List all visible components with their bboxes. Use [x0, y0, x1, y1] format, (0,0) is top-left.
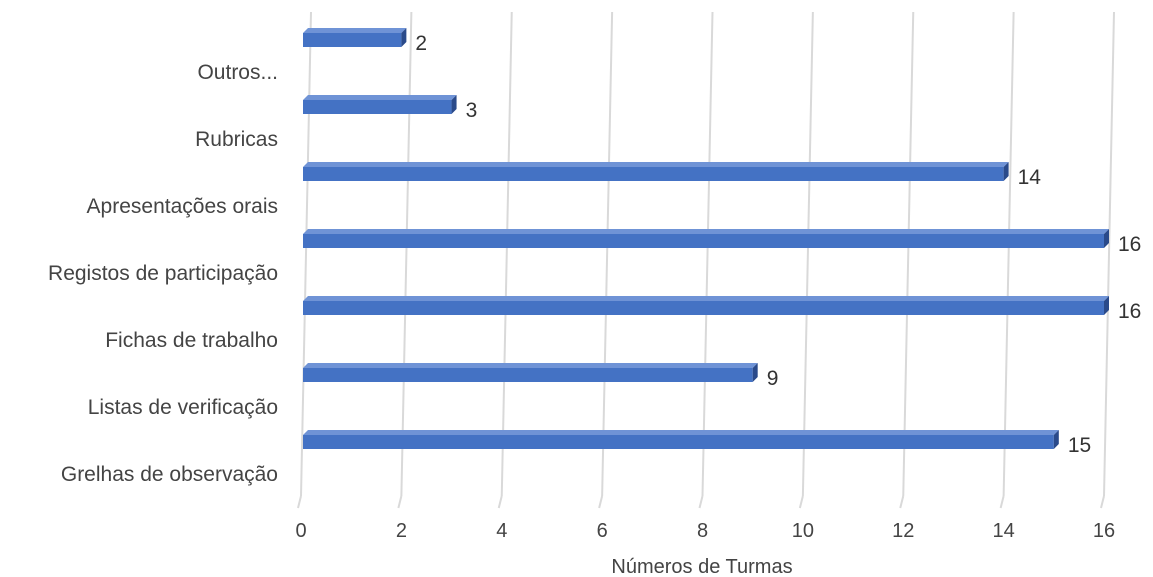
gridline-foot-1 [397, 495, 403, 509]
bar-top-face [303, 430, 1059, 435]
gridline-6 [902, 11, 915, 497]
x-tick-label: 2 [396, 520, 407, 542]
data-label: 15 [1068, 434, 1091, 457]
data-label: 2 [415, 32, 427, 55]
gridline-5 [801, 11, 814, 497]
bar [303, 435, 1054, 449]
bar-top-face [303, 95, 457, 100]
bar [303, 234, 1104, 248]
x-tick-label: 6 [597, 520, 608, 542]
data-label: 9 [767, 367, 779, 390]
gridline-2 [500, 11, 513, 497]
bar-top-face [303, 363, 758, 368]
bar [303, 100, 452, 114]
gridline-0 [300, 11, 312, 497]
bars [303, 28, 1109, 449]
x-tick-labels: 0 2 4 6 8 10 12 14 16 [295, 520, 1115, 542]
x-tick-label: 12 [892, 520, 914, 542]
gridline-4 [701, 11, 714, 497]
bar-top-face [303, 296, 1109, 301]
bar-side-face [1053, 430, 1059, 449]
category-labels: Outros... Rubricas Apresentações orais Regi… [48, 61, 278, 486]
gridline-foot-7 [999, 495, 1005, 509]
bar-top-face [303, 28, 407, 33]
category-label: Rubricas [195, 128, 278, 151]
x-tick-label: 10 [792, 520, 814, 542]
bar-side-face [1104, 296, 1109, 315]
gridline-foot-4 [698, 495, 704, 509]
bar-side-face [1104, 229, 1109, 248]
data-labels: 2 3 14 16 16 9 15 [415, 32, 1141, 457]
bar [303, 167, 1004, 181]
data-label: 3 [466, 99, 478, 122]
gridlines [297, 11, 1115, 509]
bar-side-face [1003, 162, 1009, 181]
gridline-1 [400, 11, 413, 497]
category-label: Grelhas de observação [61, 463, 278, 486]
gridline-3 [601, 11, 614, 497]
category-label: Apresentações orais [87, 195, 278, 218]
x-tick-label: 4 [496, 520, 507, 542]
bar [303, 368, 753, 382]
category-label: Fichas de trabalho [105, 329, 278, 352]
data-label: 16 [1118, 300, 1141, 323]
x-axis-title: Números de Turmas [611, 556, 792, 577]
gridline-foot-2 [497, 495, 503, 509]
x-tick-label: 0 [295, 520, 306, 542]
gridline-8 [1103, 11, 1115, 497]
gridline-foot-8 [1100, 495, 1105, 509]
bar-top-face [303, 162, 1009, 167]
x-tick-label: 16 [1093, 520, 1115, 542]
x-tick-label: 8 [697, 520, 708, 542]
category-label: Outros... [197, 61, 278, 84]
category-label: Listas de verificação [88, 396, 278, 419]
data-label: 16 [1118, 233, 1141, 256]
gridline-foot-6 [899, 495, 905, 509]
gridline-foot-3 [598, 495, 604, 509]
gridline-foot-5 [798, 495, 804, 509]
data-label: 14 [1018, 166, 1042, 189]
x-tick-label: 14 [993, 520, 1015, 542]
bar-side-face [451, 95, 457, 114]
gridline-foot-0 [297, 495, 302, 509]
bar [303, 301, 1104, 315]
category-label: Registos de participação [48, 262, 278, 285]
gridline-7 [1002, 11, 1015, 497]
bar [303, 33, 402, 47]
bar-top-face [303, 229, 1109, 234]
bar-side-face [401, 28, 407, 47]
bar-side-face [752, 363, 758, 382]
